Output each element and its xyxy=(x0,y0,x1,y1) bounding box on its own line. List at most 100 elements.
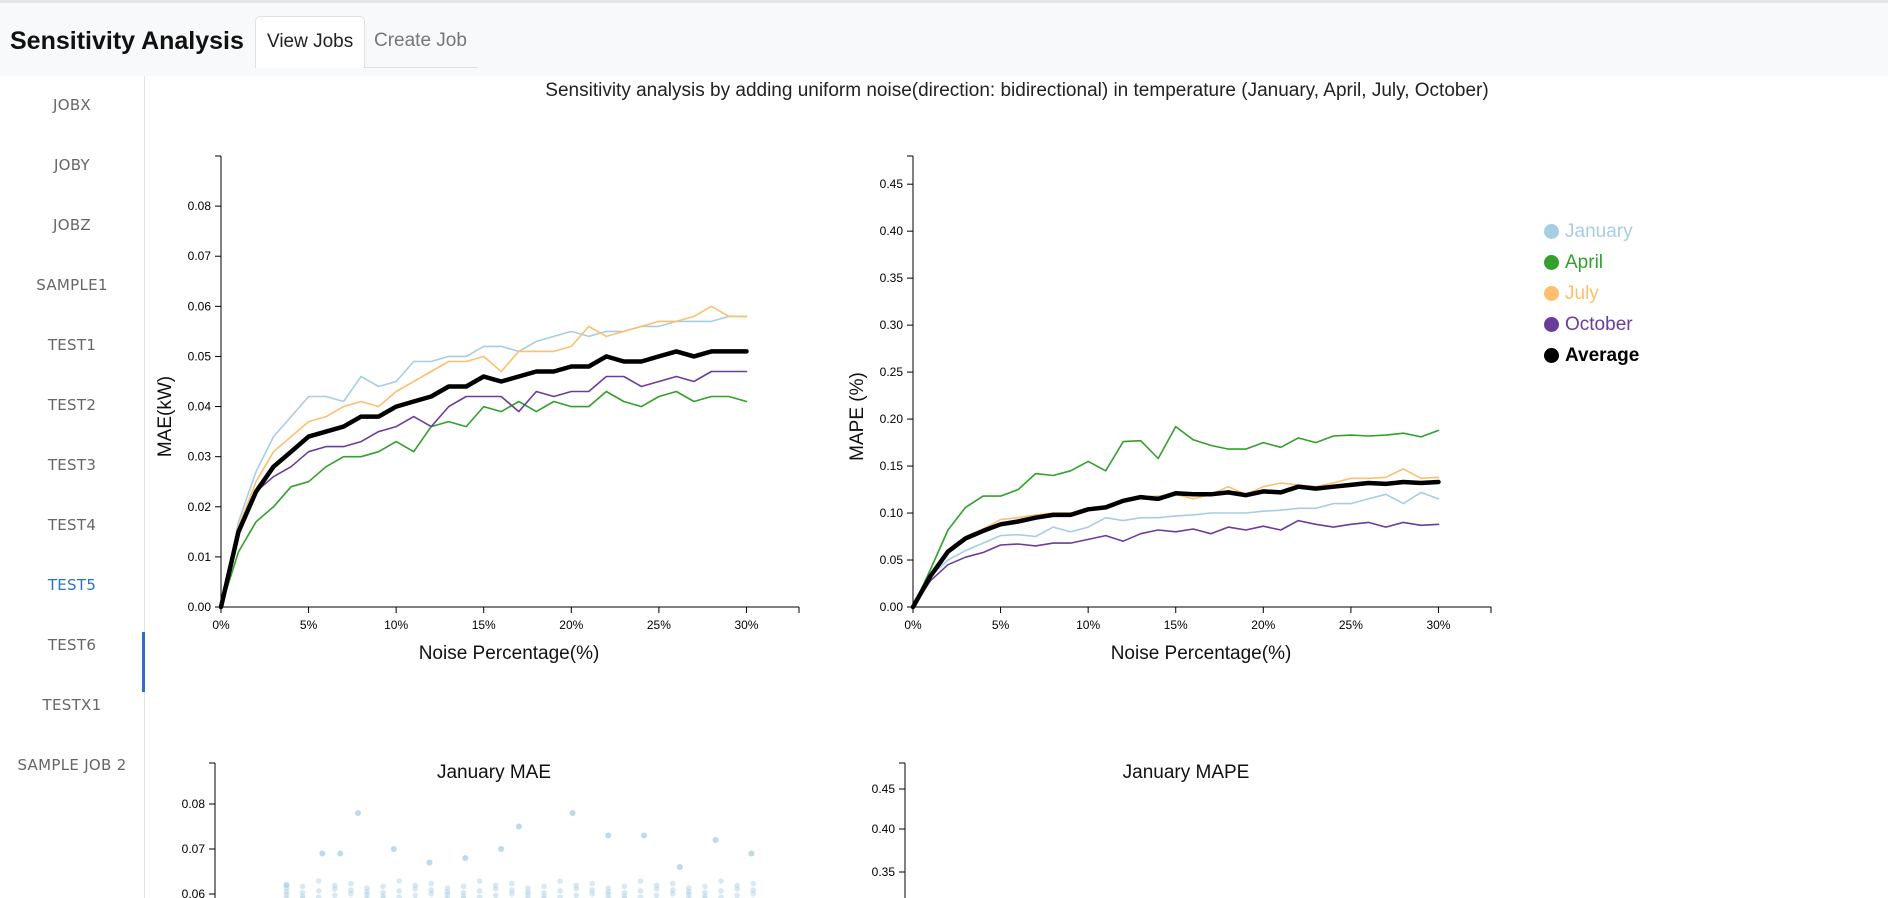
scatter-point xyxy=(750,887,756,893)
scatter-point xyxy=(498,846,505,852)
scatter-point xyxy=(718,894,724,898)
mae-line-chart: 0% 5% 10% 15% 20% 25% 30% 0.00 0.01 0.02 0.03 0.04 0… xyxy=(155,155,800,664)
sidebar-item-test4[interactable]: TEST4 xyxy=(47,516,97,534)
scatter-point xyxy=(557,878,563,884)
scatter-point xyxy=(589,890,595,897)
scatter-point xyxy=(462,855,469,861)
scatter-point xyxy=(557,888,563,894)
scatter-point xyxy=(492,892,499,898)
scatter-point xyxy=(637,894,644,898)
scatter-point xyxy=(653,892,660,898)
x-tick-label: 15% xyxy=(472,618,496,632)
sidebar-item-test1[interactable]: TEST1 xyxy=(47,336,97,354)
legend-item-july[interactable]: July xyxy=(1544,278,1639,309)
x-tick-label: 10% xyxy=(1076,618,1100,632)
sidebar-item-jobz[interactable]: JOBZ xyxy=(53,216,91,234)
x-tick-label: 25% xyxy=(647,618,671,632)
sidebar-item-sample1[interactable]: SAMPLE1 xyxy=(36,276,108,294)
legend-item-april[interactable]: April xyxy=(1544,247,1639,278)
scatter-point xyxy=(390,846,397,852)
y-tick-label: 0.10 xyxy=(880,506,904,520)
sidebar-item-test5[interactable]: TEST5 xyxy=(47,576,97,594)
scatter-point xyxy=(621,893,628,898)
scatter-point xyxy=(380,889,386,896)
legend-item-january[interactable]: January xyxy=(1544,216,1639,247)
scatter-point xyxy=(686,891,692,898)
scatter-point xyxy=(718,878,724,884)
series-line-january xyxy=(220,315,748,608)
scatter-point xyxy=(525,885,531,891)
scatter-point xyxy=(569,810,576,816)
legend-label: January xyxy=(1565,220,1633,242)
sidebar-item-sample-job-2[interactable]: SAMPLE JOB 2 xyxy=(17,756,127,774)
scatter-point xyxy=(589,887,595,893)
y-tick-label: 0.07 xyxy=(182,842,206,856)
y-tick-label: 0.40 xyxy=(872,822,896,836)
top-navbar: Sensitivity Analysis View Jobs Create Jo… xyxy=(0,0,1888,76)
scatter-point xyxy=(460,889,467,896)
sidebar-item-test6[interactable]: TEST6 xyxy=(47,636,97,654)
scatter-point xyxy=(541,889,547,896)
scatter-point xyxy=(605,885,612,891)
x-tick-label: 20% xyxy=(1251,618,1275,632)
y-tick-label: 0.01 xyxy=(188,550,212,564)
scatter-point xyxy=(621,883,628,890)
active-item-indicator xyxy=(142,632,145,692)
sidebar-item-test3[interactable]: TEST3 xyxy=(47,456,97,474)
scatter-point xyxy=(605,889,612,895)
sidebar-item-joby[interactable]: JOBY xyxy=(53,156,91,174)
series-line-october xyxy=(220,370,748,608)
sidebar-item-jobx[interactable]: JOBX xyxy=(53,96,91,114)
tab-create-job[interactable]: Create Job xyxy=(363,16,478,68)
scatter-point xyxy=(515,823,522,830)
scatter-point xyxy=(573,892,579,898)
series-line-july xyxy=(220,305,748,608)
scatter-point xyxy=(669,887,676,893)
scatter-point xyxy=(669,890,676,897)
x-tick-label: 20% xyxy=(559,618,583,632)
scatter-point xyxy=(702,889,708,896)
scatter-point xyxy=(332,892,338,898)
legend-label: July xyxy=(1565,282,1599,304)
y-tick-label: 0.02 xyxy=(188,500,212,514)
scatter-point xyxy=(637,888,644,894)
scatter-point xyxy=(718,888,724,894)
scatter-point xyxy=(734,882,740,889)
chart-title: January MAE xyxy=(437,762,551,783)
scatter-point xyxy=(557,894,563,898)
legend-dot-icon xyxy=(1544,286,1559,301)
x-tick-label: 0% xyxy=(212,618,230,632)
legend-item-october[interactable]: October xyxy=(1544,309,1639,340)
sidebar xyxy=(0,76,145,898)
scatter-point xyxy=(492,886,499,892)
series-line-april xyxy=(912,425,1440,608)
scatter-point xyxy=(605,832,612,839)
y-tick-label: 0.03 xyxy=(188,450,212,464)
y-tick-label: 0.35 xyxy=(880,271,904,285)
x-tick-label: 10% xyxy=(384,618,408,632)
scatter-point xyxy=(589,880,595,887)
sidebar-item-testx1[interactable]: TESTX1 xyxy=(42,696,102,714)
legend-label: Average xyxy=(1565,344,1640,366)
scatter-point xyxy=(315,894,322,898)
legend-dot-icon xyxy=(1544,224,1559,239)
y-axis-label: MAPE (%) xyxy=(847,372,868,461)
scatter-point xyxy=(412,886,419,892)
scatter-point xyxy=(412,882,419,889)
scatter-point xyxy=(396,878,403,884)
scatter-point xyxy=(669,880,676,887)
scatter-point xyxy=(460,893,467,898)
legend-item-average[interactable]: Average xyxy=(1544,340,1639,371)
january-mae-scatter-chart: 0.08 0.07 0.06 January MAE xyxy=(182,762,756,898)
scatter-point xyxy=(315,888,322,894)
scatter-point xyxy=(702,893,708,898)
y-tick-label: 0.05 xyxy=(188,349,212,363)
scatter-point xyxy=(380,893,386,898)
scatter-point xyxy=(283,885,290,891)
scatter-point xyxy=(509,887,515,893)
scatter-point xyxy=(315,878,322,884)
scatter-point xyxy=(509,880,515,887)
y-tick-label: 0.35 xyxy=(872,865,896,879)
sidebar-item-test2[interactable]: TEST2 xyxy=(47,396,97,414)
tab-view-jobs[interactable]: View Jobs xyxy=(255,16,366,68)
